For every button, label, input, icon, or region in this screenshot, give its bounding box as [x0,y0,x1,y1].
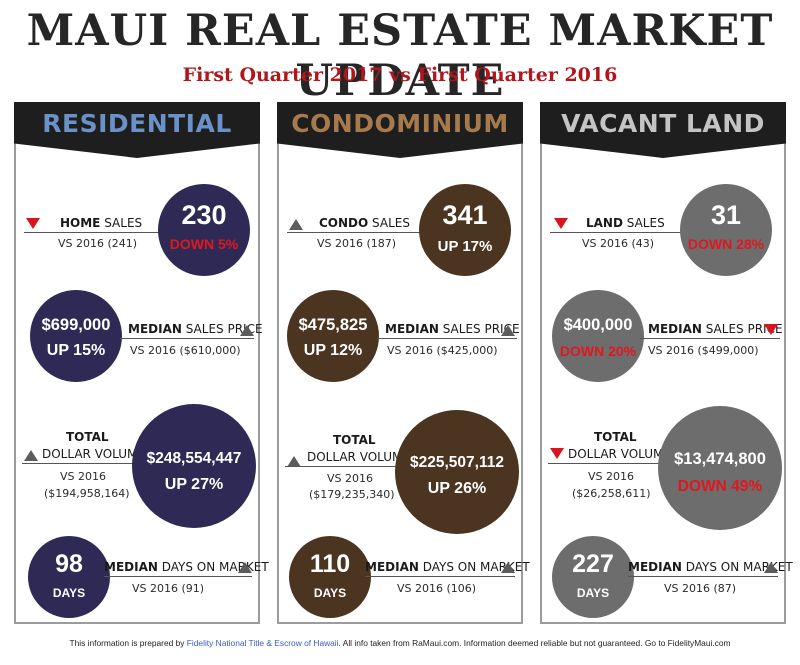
condo-sales-change: UP 17% [437,238,493,255]
dollar-volume-label: DOLLAR VOLUME [568,447,671,461]
median-price-value: $699,000 [41,316,111,334]
volume-circle: $248,554,447 UP 27% [132,404,256,528]
median-price-label: MEDIAN SALES PRICE [385,322,520,336]
days-value: 110 [309,550,351,578]
days-circle: 98 DAYS [28,536,110,618]
volume-value: $225,507,112 [410,454,504,471]
divider [548,463,664,464]
median-price-change: UP 12% [303,342,363,359]
days-vs: VS 2016 (87) [664,582,737,595]
land-sales-circle: 31 DOWN 28% [680,184,772,276]
volume-change: UP 27% [164,476,224,493]
volume-vs-amount: ($179,235,340) [309,488,395,501]
dollar-volume-label: DOLLAR VOLUME [307,450,410,464]
divider [104,576,252,577]
up-arrow-icon [501,325,515,336]
condo-sales-value: 341 [442,200,488,230]
home-sales-change: DOWN 5% [169,236,239,252]
land-sales-change: DOWN 28% [687,236,765,252]
days-value: 227 [572,550,614,578]
dollar-volume-label: DOLLAR VOLUME [42,447,145,461]
divider [377,338,517,339]
divider [120,338,254,339]
home-sales-value: 230 [181,200,227,230]
days-vs: VS 2016 (106) [397,582,477,595]
volume-value: $248,554,447 [146,450,242,467]
days-unit: DAYS [52,586,86,600]
volume-vs-amount: ($194,958,164) [44,487,130,500]
median-price-circle: $475,825 UP 12% [287,290,379,382]
land-sales-value: 31 [710,200,742,230]
divider [22,463,138,464]
condominium-heading: CONDOMINIUM [291,109,509,138]
residential-panel: RESIDENTIAL HOME SALES VS 2016 (241) 230… [14,102,269,624]
down-arrow-icon [554,218,568,229]
median-price-change: UP 15% [46,342,106,359]
land-sales-label: LAND SALES [586,216,665,230]
divider [628,576,778,577]
median-price-value: $475,825 [298,316,368,334]
vacant-land-banner: VACANT LAND [540,102,786,158]
up-arrow-icon [24,450,38,461]
median-price-vs: VS 2016 ($425,000) [387,344,498,357]
volume-circle: $13,474,800 DOWN 49% [658,406,782,530]
up-arrow-icon [238,562,252,573]
home-sales-vs: VS 2016 (241) [58,237,138,250]
condo-sales-circle: 341 UP 17% [419,184,511,276]
divider [365,576,515,577]
days-vs: VS 2016 (91) [132,582,205,595]
days-unit: DAYS [576,586,610,600]
footer-disclaimer: This information is prepared by Fidelity… [69,638,731,648]
median-price-value: $400,000 [563,316,633,334]
residential-heading: RESIDENTIAL [42,109,232,138]
total-label: TOTAL [594,430,637,444]
volume-change: DOWN 49% [677,478,763,495]
condo-sales-vs: VS 2016 (187) [317,237,397,250]
up-arrow-icon [289,219,303,230]
volume-value: $13,474,800 [674,450,766,468]
volume-vs-amount: ($26,258,611) [572,487,651,500]
up-arrow-icon [501,562,515,573]
median-price-circle: $699,000 UP 15% [30,290,122,382]
divider [24,232,174,233]
median-price-circle: $400,000 DOWN 20% [552,290,644,382]
residential-banner: RESIDENTIAL [14,102,260,158]
divider [287,232,427,233]
up-arrow-icon [240,325,254,336]
vacant-land-heading: VACANT LAND [561,109,765,138]
down-arrow-icon [550,448,564,459]
volume-vs: VS 2016 [60,470,106,483]
divider [285,466,403,467]
total-label: TOTAL [333,433,376,447]
home-sales-circle: 230 DOWN 5% [158,184,250,276]
median-price-change: DOWN 20% [559,343,637,359]
company-name: Fidelity National Title & Escrow of Hawa… [186,638,339,648]
median-price-vs: VS 2016 ($499,000) [648,344,759,357]
condo-sales-label: CONDO SALES [319,216,410,230]
condominium-banner: CONDOMINIUM [277,102,523,158]
volume-circle: $225,507,112 UP 26% [395,410,519,534]
days-circle: 110 DAYS [289,536,371,618]
total-label: TOTAL [66,430,109,444]
up-arrow-icon [764,562,778,573]
up-arrow-icon [287,456,301,467]
vacant-land-panel: VACANT LAND LAND SALES VS 2016 (43) 31 D… [540,102,793,624]
volume-change: UP 26% [427,480,487,497]
condominium-panel: CONDOMINIUM CONDO SALES VS 2016 (187) 34… [277,102,530,624]
page-subtitle: First Quarter 2017 vs First Quarter 2016 [182,64,618,86]
page-title: MAUI REAL ESTATE MARKET UPDATE [26,6,774,106]
days-circle: 227 DAYS [552,536,634,618]
land-sales-vs: VS 2016 (43) [582,237,655,250]
median-price-vs: VS 2016 ($610,000) [130,344,241,357]
days-value: 98 [55,550,83,578]
home-sales-label: HOME SALES [60,216,143,230]
down-arrow-icon [764,324,778,335]
volume-vs: VS 2016 [588,470,634,483]
median-price-label: MEDIAN SALES PRICE [648,322,783,336]
volume-vs: VS 2016 [327,472,373,485]
divider [550,232,690,233]
down-arrow-icon [26,218,40,229]
divider [640,338,780,339]
days-unit: DAYS [313,586,347,600]
